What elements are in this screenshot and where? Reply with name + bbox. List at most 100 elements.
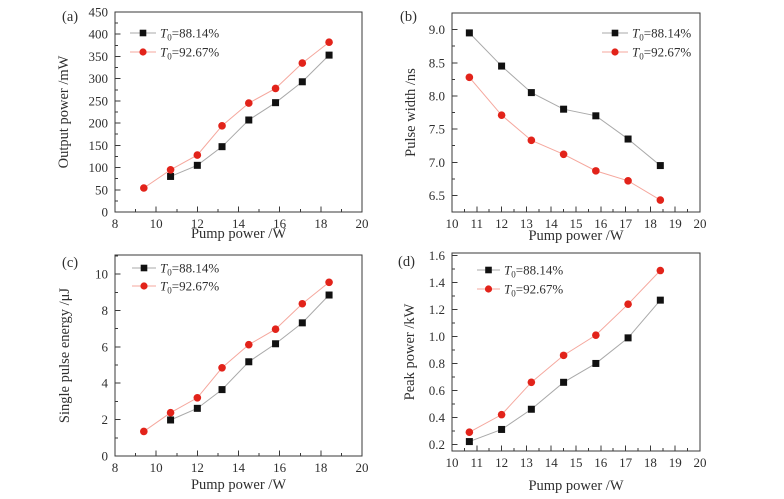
y-axis-title: Output power /mW [56,55,72,168]
data-point [218,143,226,151]
data-point [465,438,473,446]
axes [114,11,363,213]
data-point [272,340,280,348]
y-tick-label: 200 [89,116,109,131]
y-tick-label: 8 [102,303,109,318]
x-tick-label: 19 [669,216,682,231]
x-tick-label: 14 [545,216,559,231]
data-point [624,334,632,342]
data-point [298,299,307,308]
data-point [592,112,600,120]
x-tick-label: 18 [644,216,657,231]
plot-frame [114,11,363,213]
data-point [325,38,333,47]
tick-labels: 10 11 12 13 14 15 16 17 18 19 20 0.2 0.4 0.6 0.8 1.0 1.2… [429,250,707,470]
data-point [244,340,253,349]
subplot-a: 8 10 12 14 16 18 20 0 50 100 150 200 250 300 350 400 450… [0,0,392,250]
chart-a-canvas: 8 10 12 14 16 18 20050100150200250300350400450… [56,5,369,243]
y-tick-label: 9.0 [429,22,445,37]
y-tick-label: 8.0 [429,88,445,103]
series-points [140,278,333,436]
series-line [170,54,330,177]
x-tick-label: 13 [520,455,533,470]
y-tick-label: 0.4 [429,410,446,425]
plot-frame [451,12,701,213]
data-point [298,319,306,327]
y-tick-label: 0 [102,449,109,464]
y-tick-label: 2 [102,412,109,427]
data-point [245,358,253,366]
legend-label: T0=92.67% [160,279,219,296]
series-points [140,38,333,192]
y-tick-label: 4 [102,376,109,391]
x-tick-label: 17 [619,216,633,231]
data-point [218,121,226,130]
x-tick-label: 18 [644,455,657,470]
chart-d-canvas: 10 11 12 13 14 15 16 17 18 19 20 0.2 0.4 0.6 0.8 1.0 1.2… [398,250,707,494]
data-point [325,291,333,299]
y-axis-title: Peak power /kW [402,303,418,400]
y-tick-label: 1.6 [429,250,446,263]
tick-labels: 8 10 12 14 16 18 20 0 2 4 6 8 10 [95,267,369,475]
series-line [469,299,661,443]
legend-label: T0=92.67% [160,45,219,62]
legend-label: T0=88.14% [504,263,563,280]
data-point [166,165,175,174]
x-tick-label: 12 [495,455,508,470]
data-point [498,62,506,70]
y-tick-label: 7.0 [429,155,445,170]
data-point [271,325,280,334]
x-tick-label: 20 [694,455,707,470]
y-tick-label: 6 [102,339,109,354]
data-point [559,150,568,159]
data-point [559,351,568,360]
legend: T0=88.14% T0=92.67% [130,26,219,62]
panel-label: (b) [400,9,417,25]
series-points [465,29,664,170]
data-point [611,29,619,37]
legend-label: T0=88.14% [160,26,219,43]
data-point [560,105,568,113]
series-points [167,51,333,180]
y-tick-label: 450 [89,5,109,20]
data-point [139,29,147,37]
data-point [193,404,201,412]
data-point [624,300,632,308]
x-tick-label: 20 [694,216,707,231]
y-tick-label: 0.8 [429,356,445,371]
data-point [592,167,600,175]
data-point [298,59,307,67]
x-tick-label: 14 [545,455,559,470]
series-line [143,281,330,432]
data-point [245,116,253,124]
x-tick-label: 10 [150,460,163,475]
x-tick-label: 14 [232,460,246,475]
x-tick-label: 8 [112,460,119,475]
series-points [465,73,665,204]
series-points [465,296,664,446]
data-point [485,266,492,274]
x-axis-title: Pump power /W [528,478,623,494]
data-point [484,285,493,293]
x-axis-title: Pump power /W [191,226,286,242]
data-point [497,410,506,419]
data-point [218,386,226,394]
subplot-d: 10 11 12 13 14 15 16 17 18 19 20 0.2 0.4 0.6 0.8 1.0 1.2… [392,250,784,499]
data-point [527,89,535,97]
subplot-c: 8 10 12 14 16 18 20 0 2 4 6 8 10 Pump power /W Single … [0,250,392,499]
data-point [592,359,600,367]
y-tick-label: 6.5 [429,188,445,203]
plot-frame [114,254,363,457]
data-point [140,427,148,436]
series-points [167,291,333,424]
x-tick-label: 16 [273,460,287,475]
data-point [140,282,148,290]
panel-label: (a) [62,9,78,25]
series-line [170,294,330,421]
series-line [143,41,330,189]
data-point [298,78,306,86]
y-tick-label: 100 [89,160,109,175]
data-point [271,84,280,93]
